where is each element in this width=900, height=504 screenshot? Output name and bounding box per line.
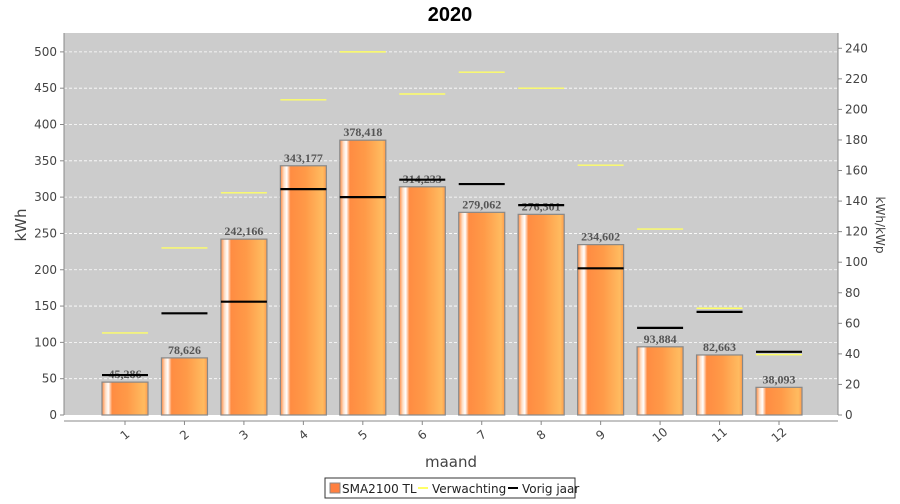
y2-tick-label: 80 [845, 286, 860, 300]
y-tick-label: 0 [49, 408, 57, 422]
x-tick-label: 2 [177, 427, 192, 443]
y-tick-label: 500 [34, 45, 57, 59]
bar-value-label: 343,177 [284, 151, 323, 165]
bar-value-label: 279,062 [462, 197, 501, 211]
y-tick-label: 450 [34, 81, 57, 95]
x-tick-label: 4 [296, 427, 311, 443]
bar [695, 354, 744, 416]
bar-value-label: 38,093 [763, 372, 796, 386]
bar-value-label: 82,663 [703, 340, 736, 354]
legend-label-verwachting: Verwachting [432, 482, 506, 496]
bar-value-label: 378,418 [343, 125, 382, 139]
y2-tick-label: 120 [845, 225, 868, 239]
legend-swatch-bar [329, 482, 341, 494]
bar [101, 381, 149, 416]
x-tick-label: 6 [415, 427, 430, 443]
plot-area [64, 33, 838, 415]
y2-tick-label: 240 [845, 41, 868, 55]
x-tick-label: 10 [650, 425, 671, 446]
bar [279, 165, 327, 416]
bar [160, 357, 209, 416]
x-tick-label: 7 [474, 427, 489, 443]
bar [339, 139, 387, 416]
y2-axis-label: kWh/kWp [873, 197, 887, 254]
y2-tick-label: 140 [845, 194, 868, 208]
x-tick-label: 8 [534, 427, 549, 443]
x-tick-label: 3 [236, 427, 251, 443]
y2-tick-label: 100 [845, 255, 868, 269]
legend-label-bar: SMA2100 TL [342, 482, 417, 496]
x-tick-label: 9 [593, 427, 608, 443]
legend-label-vorig-jaar: Vorig jaar [522, 482, 579, 496]
x-tick-label: 12 [769, 425, 790, 446]
legend: SMA2100 TL Verwachting Vorig jaar [324, 477, 579, 499]
bar [458, 211, 506, 416]
x-tick-label: 11 [709, 425, 730, 446]
y2-tick-label: 40 [845, 347, 860, 361]
bar [220, 238, 268, 416]
y2-tick-label: 20 [845, 377, 860, 391]
bar-value-label: 93,884 [644, 332, 677, 346]
bar [755, 386, 803, 416]
y-tick-label: 300 [34, 190, 57, 204]
x-tick-label: 1 [118, 427, 133, 443]
y-tick-label: 400 [34, 118, 57, 132]
bar [398, 186, 446, 416]
x-axis-label: maand [425, 453, 477, 471]
bar-value-label: 276,301 [522, 199, 561, 213]
y2-tick-label: 200 [845, 102, 868, 116]
y-tick-label: 100 [34, 335, 57, 349]
bar-value-label: 242,166 [224, 224, 263, 238]
bar [577, 244, 625, 416]
y2-tick-label: 160 [845, 164, 868, 178]
y-tick-label: 250 [34, 226, 57, 240]
y2-tick-label: 180 [845, 133, 868, 147]
y-tick-label: 150 [34, 299, 57, 313]
bar [636, 346, 684, 416]
bar-value-label: 78,626 [168, 343, 201, 357]
y-tick-label: 350 [34, 154, 57, 168]
chart-title: 2020 [428, 4, 473, 26]
y-tick-label: 50 [42, 372, 57, 386]
bar-value-label: 234,602 [581, 230, 620, 244]
x-tick-label: 5 [355, 427, 370, 443]
y-axis-label: kWh [12, 208, 30, 241]
y2-tick-label: 220 [845, 72, 868, 86]
y-tick-label: 200 [34, 263, 57, 277]
y2-tick-label: 60 [845, 316, 860, 330]
bar [517, 213, 565, 416]
y2-tick-label: 0 [845, 408, 853, 422]
